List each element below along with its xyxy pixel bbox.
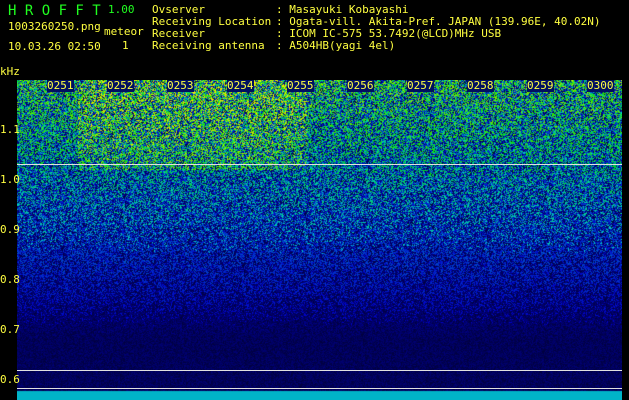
info-label: Receiving antenna (152, 39, 265, 52)
meteor-count: 1 (122, 39, 129, 52)
y-tick-label: 1.0 (0, 173, 20, 186)
info-label: Ovserver (152, 3, 205, 16)
x-tick-label: 0256 (347, 79, 374, 92)
x-tick-label: 0252 (107, 79, 134, 92)
y-tick-label: 1.1 (0, 123, 20, 136)
info-value: : ICOM IC-575 53.7492(@LCD)MHz USB (276, 27, 502, 40)
y-tick-label: 0.6 (0, 373, 20, 386)
signal-line (17, 164, 622, 165)
info-value: : Masayuki Kobayashi (276, 3, 409, 16)
signal-line (17, 370, 622, 371)
x-tick-label: 0255 (287, 79, 314, 92)
file-name: 1003260250.png (8, 20, 101, 33)
x-tick-label: 0259 (527, 79, 554, 92)
info-value: : Ogata-vill. Akita-Pref. JAPAN (139.96E… (276, 15, 601, 28)
x-tick-label: 0300 (587, 79, 614, 92)
y-tick-label: 0.8 (0, 273, 20, 286)
info-label: Receiving Location (152, 15, 272, 28)
x-tick-label: 0253 (167, 79, 194, 92)
info-value: : A504HB(yagi 4el) (276, 39, 396, 52)
signal-line (17, 388, 622, 389)
y-tick-label: 0.7 (0, 323, 20, 336)
x-tick-label: 0257 (407, 79, 434, 92)
x-tick-label: 0254 (227, 79, 254, 92)
x-tick-label: 0251 (47, 79, 74, 92)
info-label: Receiver (152, 27, 205, 40)
meteor-label: meteor (104, 25, 144, 38)
spectrogram (17, 80, 622, 400)
app-title: H R O F F T (8, 3, 101, 19)
datetime: 10.03.26 02:50 (8, 40, 101, 53)
x-tick-label: 0258 (467, 79, 494, 92)
y-tick-label: 0.9 (0, 223, 20, 236)
app-version: 1.00 (108, 3, 135, 16)
y-unit: kHz (0, 65, 20, 78)
